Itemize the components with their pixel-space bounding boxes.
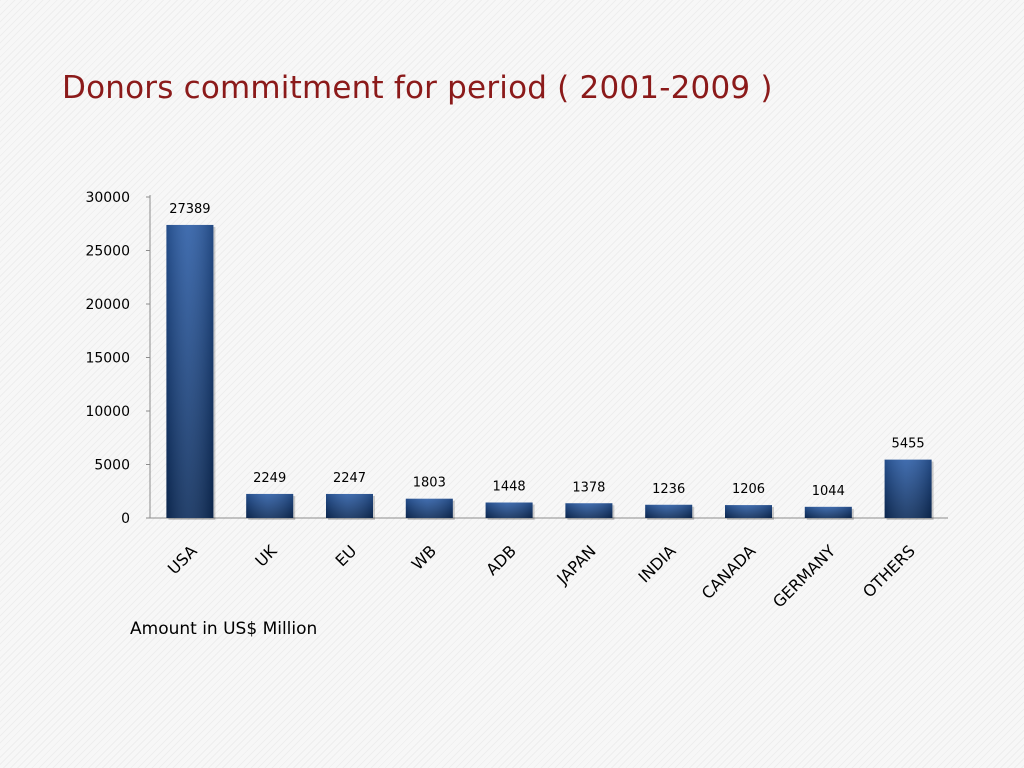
y-tick-label: 10000	[85, 404, 130, 420]
data-label: 1206	[732, 482, 765, 497]
unit-caption: Amount in US$ Million	[130, 619, 318, 639]
bar-shine	[246, 493, 294, 518]
data-label: 27389	[169, 202, 210, 217]
data-label: 1803	[413, 476, 446, 491]
data-label: 1044	[812, 484, 845, 499]
category-label: UK	[251, 541, 280, 570]
category-label: WB	[408, 541, 440, 573]
bar-shine	[405, 498, 453, 518]
y-tick-label: 20000	[85, 297, 130, 313]
category-label: CANADA	[698, 541, 760, 603]
bar-shine	[166, 224, 214, 519]
data-label: 2247	[333, 471, 366, 486]
category-label: JAPAN	[552, 541, 599, 588]
y-tick-label: 5000	[94, 458, 130, 474]
data-label: 2249	[253, 471, 286, 486]
plot-area: 0 5000 10000 15000 20000 25000 30000 27389 USA 22…	[85, 190, 948, 611]
bar-shine	[645, 504, 693, 518]
bar-shine	[326, 493, 373, 518]
category-label: USA	[164, 541, 201, 578]
bar-shine	[804, 506, 852, 518]
data-label: 1236	[652, 482, 685, 497]
category-label: EU	[331, 541, 360, 570]
bar-shine	[725, 505, 772, 518]
slide-title: Donors commitment for period ( 2001-2009…	[62, 70, 773, 106]
y-tick-label: 30000	[85, 190, 130, 206]
y-tick-label: 0	[121, 511, 130, 527]
category-label: OTHERS	[859, 541, 919, 601]
y-tick-label: 25000	[85, 244, 130, 260]
bar-shine	[485, 502, 533, 518]
category-label: INDIA	[635, 541, 680, 586]
category-label: GERMANY	[769, 541, 839, 611]
category-label: ADB	[482, 541, 520, 579]
bar-shine	[565, 503, 613, 518]
bar-shine	[884, 459, 932, 518]
data-label: 1378	[572, 480, 605, 495]
data-label: 5455	[892, 437, 925, 452]
data-label: 1448	[493, 480, 526, 495]
y-tick-label: 15000	[85, 351, 130, 367]
